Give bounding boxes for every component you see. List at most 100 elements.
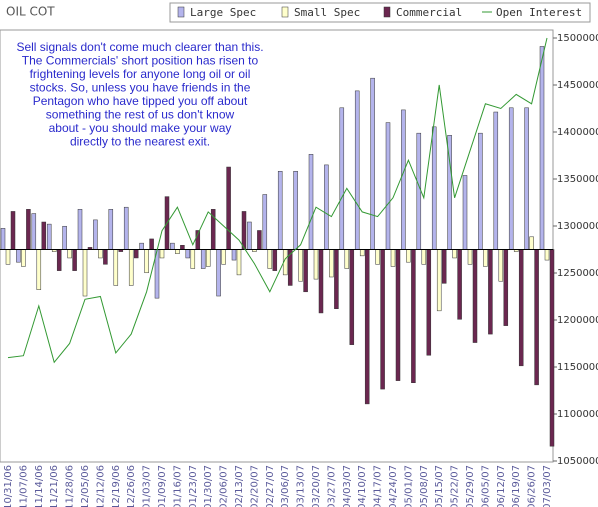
bar — [313, 249, 319, 280]
bar — [529, 236, 534, 250]
bar — [221, 249, 226, 265]
bar — [36, 249, 42, 290]
annotation-line: Sell signals don't come much clearer tha… — [16, 40, 263, 54]
x-tick-label: 02/20/07 — [249, 465, 260, 507]
x-tick-label: 01/23/07 — [188, 465, 199, 507]
bar — [508, 107, 514, 250]
y2-tick-label: 1050000 — [557, 456, 598, 467]
x-tick-label: 05/29/07 — [465, 465, 476, 507]
bar — [411, 249, 416, 383]
bar — [318, 249, 324, 314]
x-tick-label: 03/06/07 — [280, 465, 291, 507]
bar — [349, 249, 355, 345]
bar — [441, 249, 447, 284]
x-tick-label: 04/17/07 — [373, 465, 384, 507]
bar — [267, 249, 273, 269]
x-tick-label: 03/13/07 — [296, 465, 307, 507]
bar — [241, 211, 247, 250]
bar — [16, 249, 21, 263]
legend-items: Large Spec Small Spec Commercial Open Inter… — [177, 6, 582, 19]
bar — [493, 111, 499, 250]
x-tick-label: 02/13/07 — [234, 465, 245, 507]
legend — [169, 2, 591, 23]
bar — [77, 209, 83, 250]
annotation-line: Pentagon who have tipped you off about — [33, 94, 248, 108]
x-tick-label: 01/30/07 — [203, 465, 214, 507]
bar — [226, 166, 231, 250]
annotation-line: stocks. So, unless you have friends in t… — [30, 81, 251, 95]
bar — [395, 249, 401, 381]
x-tick-label: 06/05/07 — [480, 465, 491, 507]
y2-tick-label: 1450000 — [557, 80, 598, 91]
x-tick-label: 04/10/07 — [357, 465, 368, 507]
annotation-line: about - you should make your way — [49, 121, 232, 135]
bar — [149, 238, 154, 250]
bar — [534, 249, 539, 386]
bar — [472, 249, 478, 343]
x-tick-label: 07/03/07 — [542, 465, 553, 507]
bar — [518, 249, 524, 367]
x-tick-label: 11/21/06 — [49, 465, 60, 507]
x-tick-label: 12/19/06 — [111, 465, 122, 507]
bar — [26, 209, 31, 250]
bar — [72, 249, 77, 271]
bar — [159, 249, 165, 259]
legend-label: Commercial — [396, 6, 462, 19]
bar — [421, 249, 427, 265]
annotation-line: frightening levels for anyone long oil o… — [30, 67, 251, 81]
bar — [436, 249, 442, 312]
x-tick-label: 01/16/07 — [172, 465, 183, 507]
bar — [185, 249, 191, 259]
bar — [370, 77, 375, 250]
y2-tick-label: 1400000 — [557, 127, 598, 138]
bar — [41, 221, 47, 250]
bar — [503, 249, 509, 326]
bar — [128, 249, 134, 286]
x-tick-label: 05/08/07 — [419, 465, 430, 507]
legend-label: Large Spec — [190, 6, 256, 19]
y2-tick-label: 1250000 — [557, 268, 598, 279]
bar — [293, 170, 298, 250]
bar — [103, 249, 108, 265]
bar — [205, 249, 211, 267]
bar — [549, 249, 555, 447]
x-tick-label: 06/26/07 — [527, 465, 538, 507]
bar — [390, 249, 396, 267]
bar — [123, 206, 129, 250]
legend-swatch — [383, 6, 391, 18]
x-tick-label: 02/06/07 — [219, 465, 230, 507]
annotation-line: directly to the nearest exit. — [70, 135, 210, 149]
bar — [262, 194, 268, 250]
x-tick-label: 02/27/07 — [265, 465, 276, 507]
open-interest-line — [7, 37, 548, 364]
bar — [298, 249, 303, 282]
bar — [524, 107, 529, 250]
bar — [56, 249, 62, 271]
bar — [175, 249, 180, 254]
x-tick-label: 06/19/07 — [511, 465, 522, 507]
bar — [277, 170, 283, 250]
bar — [426, 249, 432, 356]
bar — [236, 249, 242, 276]
annotation: Sell signals don't come much clearer tha… — [16, 40, 263, 149]
x-tick-label: 05/22/07 — [450, 465, 461, 507]
x-tick-label: 12/26/06 — [126, 465, 137, 507]
x-tick-label: 12/12/06 — [95, 465, 106, 507]
bar — [380, 249, 385, 390]
annotation-line: The Commercials' short position has rise… — [22, 54, 259, 68]
bar — [359, 249, 365, 257]
bar — [416, 132, 422, 250]
x-tick-label: 11/07/06 — [18, 465, 29, 507]
bar — [10, 211, 16, 250]
bar — [62, 225, 67, 250]
x-tick-label: 03/20/07 — [311, 465, 322, 507]
bar — [144, 249, 149, 274]
bar — [375, 249, 380, 265]
y2-tick-label: 1350000 — [557, 174, 598, 185]
bar — [108, 209, 114, 250]
bar — [329, 249, 334, 278]
legend-swatch — [281, 6, 289, 18]
bar — [5, 249, 11, 265]
bar — [98, 249, 103, 259]
legend-label: Open Interest — [496, 6, 582, 19]
